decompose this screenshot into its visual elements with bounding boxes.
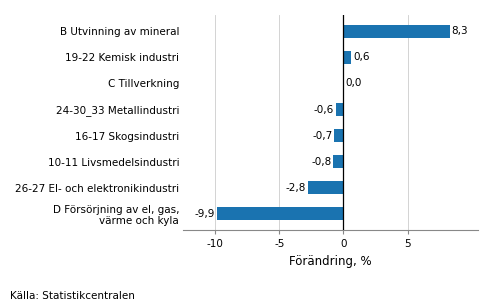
Text: -0,7: -0,7 bbox=[313, 131, 333, 141]
Bar bbox=[216, 207, 344, 220]
Text: -9,9: -9,9 bbox=[194, 209, 214, 219]
Bar bbox=[344, 25, 450, 38]
Bar bbox=[334, 129, 344, 142]
Bar bbox=[308, 181, 344, 194]
Text: 8,3: 8,3 bbox=[452, 26, 468, 36]
Text: Källa: Statistikcentralen: Källa: Statistikcentralen bbox=[10, 291, 135, 301]
Text: 0,6: 0,6 bbox=[353, 52, 370, 62]
Text: -0,6: -0,6 bbox=[314, 105, 334, 115]
Text: -2,8: -2,8 bbox=[285, 183, 306, 193]
Bar bbox=[336, 103, 344, 116]
Bar bbox=[333, 155, 344, 168]
Bar bbox=[344, 51, 351, 64]
Text: 0,0: 0,0 bbox=[346, 78, 362, 88]
Text: -0,8: -0,8 bbox=[311, 157, 331, 167]
X-axis label: Förändring, %: Förändring, % bbox=[289, 255, 372, 268]
